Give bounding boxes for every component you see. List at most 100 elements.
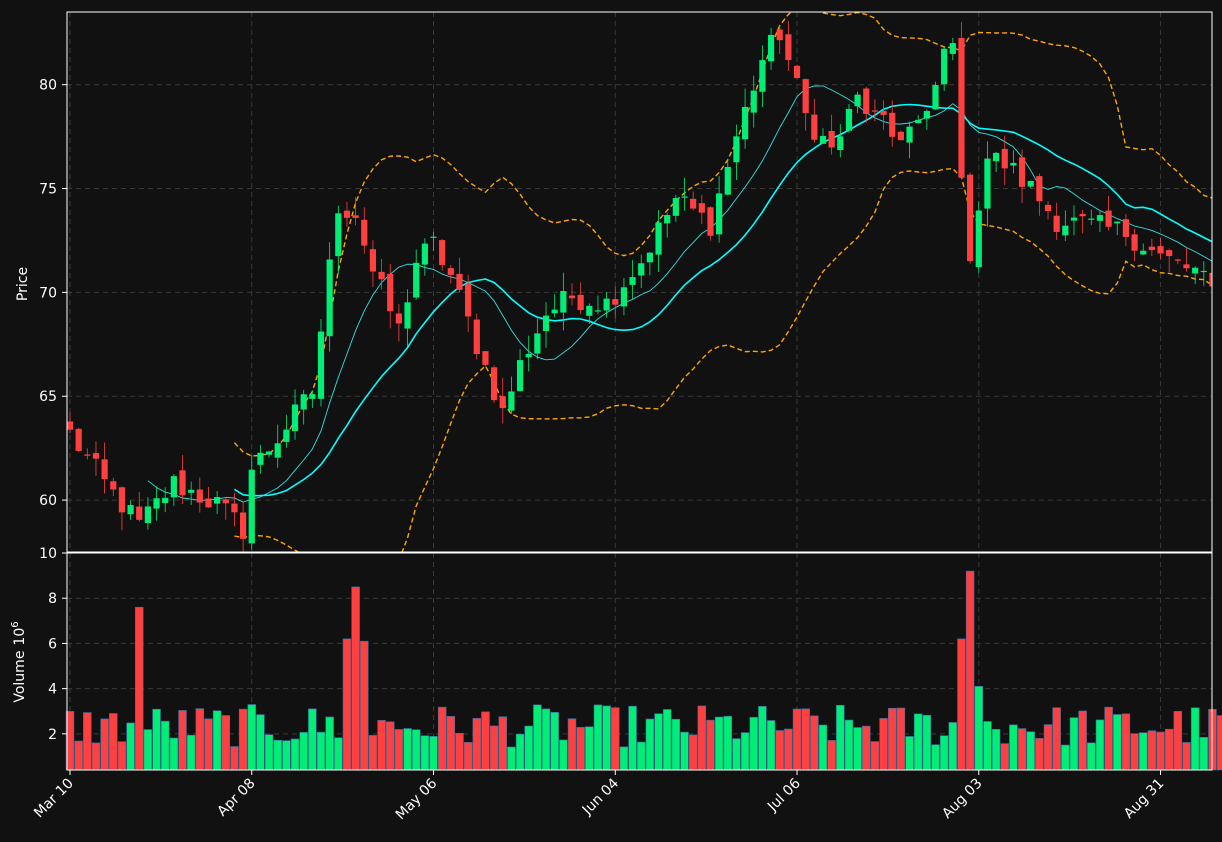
candle-body (793, 65, 801, 79)
candle-body (586, 305, 593, 316)
volume-bar (1095, 719, 1105, 771)
candle (430, 231, 437, 251)
candle-body (707, 207, 714, 236)
candle (897, 130, 904, 141)
volume-axis-unit-base: 10 (12, 628, 28, 646)
candle (733, 124, 740, 181)
volume-bar (1052, 707, 1061, 771)
volume-bar (195, 708, 205, 771)
candle-body (1105, 210, 1112, 227)
candle-body (612, 299, 619, 305)
candle-body (534, 333, 541, 354)
volume-bar (1043, 724, 1053, 771)
candle-body (967, 174, 974, 262)
candle (413, 249, 420, 300)
volume-bar (688, 734, 698, 771)
candle-body (421, 243, 428, 265)
volume-bar (325, 716, 334, 771)
candle-body (897, 131, 904, 141)
volume-bar (152, 708, 161, 771)
candle (196, 477, 203, 513)
candle (793, 64, 801, 79)
volume-bar (844, 719, 854, 771)
candle-body (629, 277, 636, 285)
candle-body (439, 240, 446, 265)
candle (205, 486, 212, 508)
candle (456, 257, 463, 293)
candle-body (283, 429, 290, 442)
candle-body (854, 94, 861, 107)
volume-bar (1182, 742, 1191, 771)
candle-body (750, 90, 757, 113)
volume-bar (836, 704, 845, 771)
candle-body (949, 43, 956, 54)
candle-body (92, 453, 100, 459)
price-axis-label: Price (15, 267, 31, 301)
candle (1148, 238, 1155, 257)
candle (1131, 228, 1138, 262)
candle (759, 45, 766, 108)
candle (906, 121, 913, 159)
volume-bar (109, 713, 118, 771)
candle (1192, 266, 1199, 285)
price-tick-label: 80 (39, 78, 57, 94)
candle (75, 427, 82, 453)
candle (568, 283, 576, 306)
volume-bar (870, 741, 880, 771)
candle (949, 37, 956, 61)
candle (932, 81, 939, 110)
volume-bar (273, 739, 282, 771)
candle (785, 20, 792, 71)
candle-body (110, 481, 117, 490)
candle (1209, 272, 1212, 287)
candle (162, 487, 169, 513)
candle-body (1114, 221, 1121, 224)
candle-body (923, 110, 930, 119)
candle (378, 259, 385, 290)
volume-bar (117, 741, 127, 771)
volume-bar (1147, 730, 1157, 771)
candle (265, 450, 273, 458)
candle (352, 197, 359, 226)
volume-axis-label-text: Volume (12, 651, 28, 703)
volume-bar (758, 706, 767, 771)
candle (499, 377, 506, 424)
candle-body (1131, 234, 1138, 251)
candle (1018, 149, 1026, 204)
candle (274, 424, 281, 468)
candle-body (785, 34, 792, 60)
volume-bar (368, 735, 378, 771)
candle (603, 291, 610, 318)
candle-body (75, 428, 82, 451)
volume-bar (714, 716, 724, 771)
lower-band-line (234, 167, 1212, 552)
volume-bar (1199, 737, 1209, 771)
candle-body (456, 273, 463, 290)
candle (222, 497, 229, 520)
candle (1088, 209, 1095, 225)
candle (1001, 135, 1008, 185)
volume-bar (775, 730, 784, 771)
candle (291, 389, 299, 440)
volume-bar (879, 718, 888, 771)
candle (153, 486, 160, 521)
volume-bars (65, 570, 1222, 771)
candle (698, 194, 705, 224)
candle-body (655, 222, 662, 255)
candle (1174, 258, 1181, 265)
volume-bar (386, 721, 395, 771)
candle-body (136, 506, 143, 520)
volume-bar (550, 712, 559, 771)
volume-bar (991, 728, 1001, 771)
candle-body (170, 476, 177, 498)
candle (1157, 238, 1164, 260)
candlesticks (67, 20, 1212, 552)
candle-body (413, 262, 420, 298)
volume-bar (299, 732, 308, 771)
volume-bar (818, 724, 828, 771)
candle-body (430, 236, 437, 238)
candle-body (984, 158, 991, 209)
volume-bar (628, 705, 637, 771)
candle (992, 151, 1000, 173)
